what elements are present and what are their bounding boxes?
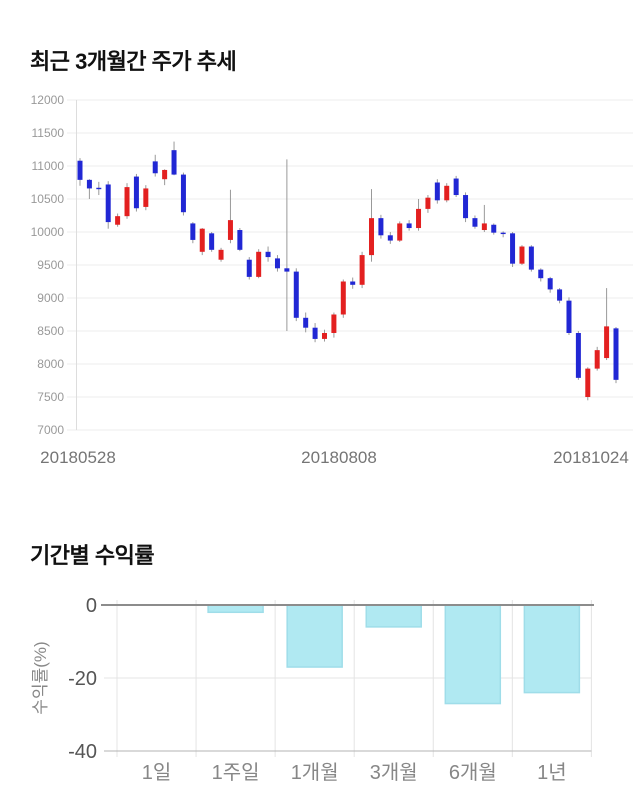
y-axis-tick-label: 0	[86, 595, 97, 617]
candle-body	[491, 224, 497, 233]
candle-body	[227, 220, 233, 240]
candle-body	[453, 178, 459, 196]
category-label: 3개월	[370, 761, 418, 784]
candle-body	[463, 195, 469, 219]
candle-body	[538, 269, 544, 279]
candle-body	[416, 208, 422, 229]
candle-body	[321, 332, 327, 339]
candle-body	[312, 327, 318, 339]
y-axis-tick-label: 11000	[32, 159, 65, 173]
candle-body	[510, 233, 516, 264]
candle-body	[425, 197, 431, 209]
candle-body	[547, 278, 553, 290]
candle-body	[397, 223, 403, 241]
return-bar	[523, 604, 581, 694]
y-axis-tick-label: 8500	[37, 324, 64, 338]
price-chart-title: 최근 3개월간 주가 추세	[30, 49, 237, 75]
candle-body	[162, 169, 168, 180]
candle-body	[378, 218, 384, 236]
candle-body	[96, 187, 102, 190]
candle-body	[115, 216, 121, 225]
candle-body	[406, 223, 412, 229]
candle-body	[199, 228, 205, 252]
y-axis-label: 수익률(%)	[31, 641, 50, 714]
y-axis-tick-label: 10000	[31, 225, 65, 239]
category-label: 1년	[537, 761, 567, 784]
y-axis-tick-label: 12000	[31, 93, 65, 107]
candle-body	[519, 246, 525, 264]
returns-chart-title: 기간별 수익률	[30, 543, 155, 569]
candle-body	[293, 271, 299, 318]
return-bar	[444, 604, 502, 705]
return-bar	[286, 604, 343, 668]
candle-body	[77, 160, 83, 180]
candle-body	[246, 259, 252, 277]
candle-body	[152, 161, 158, 174]
candle-body	[124, 187, 130, 217]
candle-body	[481, 223, 487, 231]
candle-body	[604, 326, 610, 359]
y-axis-tick-label: -20	[68, 668, 97, 690]
return-bar	[365, 604, 422, 628]
category-label: 6개월	[449, 761, 497, 784]
candle-body	[613, 328, 619, 380]
candle-body	[472, 218, 478, 227]
category-label: 1개월	[291, 761, 339, 784]
candle-body	[528, 246, 534, 270]
candle-body	[359, 255, 365, 285]
candle-body	[180, 174, 186, 213]
candle-body	[340, 281, 346, 315]
x-axis-date-label: 20180528	[40, 448, 116, 467]
category-label: 1일	[142, 761, 172, 784]
period-returns-bar-chart: 0 -20 -40 수익률(%) 1일 1주일 1개월 3개월 6개월 1년	[31, 595, 594, 784]
x-axis-date-label: 20180808	[301, 448, 377, 467]
candle-body	[444, 185, 450, 201]
y-axis-tick-label: -40	[68, 741, 97, 763]
candle-body	[387, 235, 393, 241]
candle-body	[350, 281, 356, 285]
candle-body	[594, 350, 600, 369]
candle-body	[566, 300, 572, 333]
candle-body	[237, 230, 243, 250]
candle-body	[209, 233, 215, 250]
candle-body	[500, 232, 506, 235]
candle-body	[585, 368, 591, 397]
return-bar	[207, 604, 264, 614]
candle-body	[105, 184, 111, 223]
candle-body	[575, 332, 581, 378]
candle-body	[133, 176, 139, 209]
candle-body	[274, 258, 280, 269]
candle-body	[171, 150, 177, 175]
y-axis-tick-label: 11500	[32, 126, 65, 140]
candle-body	[369, 218, 375, 256]
x-axis-date-label: 20181024	[553, 448, 629, 467]
y-axis-tick-label: 9000	[37, 291, 64, 305]
candle-body	[331, 314, 337, 333]
candle-body	[265, 251, 271, 258]
y-axis-tick-label: 7500	[37, 390, 64, 404]
candle-body	[284, 268, 290, 272]
candle-body	[303, 317, 309, 328]
candle-body	[557, 289, 563, 301]
candle-body	[190, 223, 196, 240]
price-candlestick-chart: 12000 11500 11000 10500 10000 9500 9000 8500 800…	[31, 93, 633, 467]
y-axis-tick-label: 8000	[37, 357, 64, 371]
candle-body	[143, 188, 149, 207]
y-axis-tick-label: 10500	[31, 192, 65, 206]
candle-body	[218, 249, 224, 260]
candle-body	[86, 179, 92, 189]
candle-body	[256, 251, 262, 277]
category-label: 1주일	[212, 761, 260, 784]
candle-body	[434, 182, 440, 201]
y-axis-tick-label: 9500	[37, 258, 64, 272]
y-axis-tick-label: 7000	[37, 423, 64, 437]
